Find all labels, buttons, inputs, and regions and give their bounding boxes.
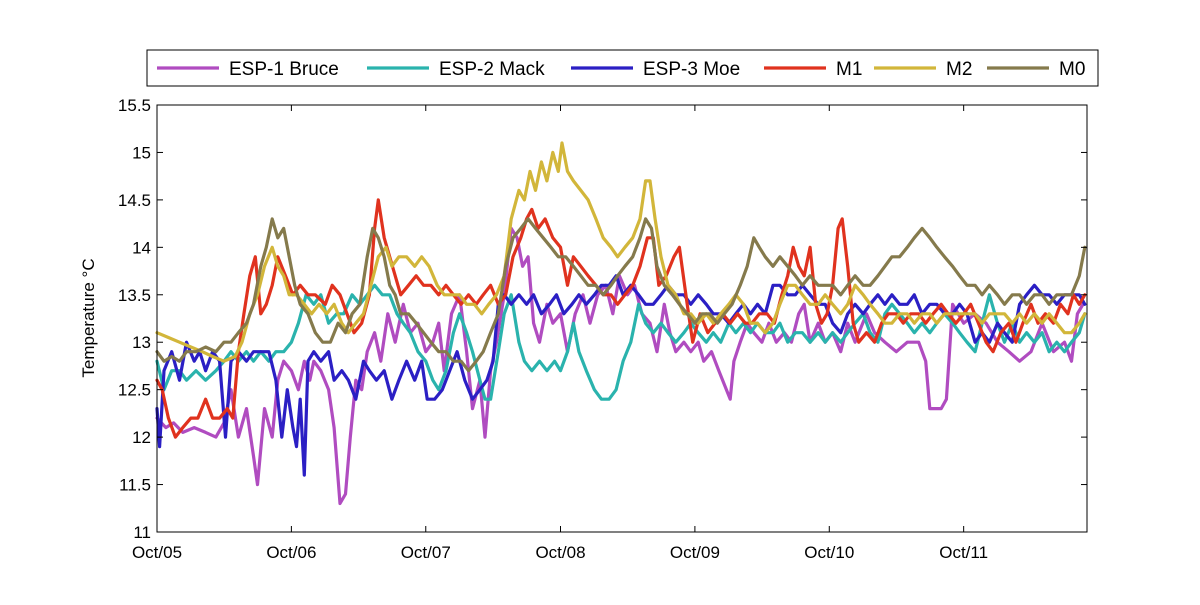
y-tick-label: 12 [132,428,151,447]
x-tick-label: Oct/09 [670,543,720,562]
series-line-m0 [155,217,1087,373]
x-tick-label: Oct/11 [939,543,988,562]
series-layer [155,141,1087,506]
x-tick-label: Oct/08 [535,543,585,562]
y-tick-label: 15.5 [118,96,151,115]
y-tick-label: 13 [132,333,151,352]
legend-label-esp-1-bruce: ESP-1 Bruce [229,59,339,80]
x-tick-label: Oct/07 [401,543,451,562]
series-line-esp-1-bruce [155,226,1085,506]
y-tick-label: 12.5 [118,381,151,400]
legend-label-esp-3-moe: ESP-3 Moe [643,59,740,80]
x-tick-label: Oct/06 [266,543,316,562]
series-line-esp-2-mack [155,283,1087,401]
y-tick-label: 15 [132,143,151,162]
legend-label-m2: M2 [946,59,972,80]
y-axis-title: Temperature °C [79,258,98,377]
legend-label-m1: M1 [836,59,862,80]
legend-label-esp-2-mack: ESP-2 Mack [439,59,545,80]
y-tick-label: 13.5 [118,286,151,305]
legend-items: ESP-1 Bruce ESP-2 Mack ESP-3 Moe M1 M2 M0 [157,59,1085,80]
legend: ESP-1 Bruce ESP-2 Mack ESP-3 Moe M1 M2 M0 [146,49,1099,87]
y-tick-label: 11.5 [119,476,151,495]
y-tick-label: 11 [133,523,151,542]
axes-box [156,104,1088,533]
y-tick-label: 14.5 [118,191,151,210]
x-tick-label: Oct/05 [132,543,182,562]
y-axis: 11 11.5 12 12.5 13 13.5 14 14.5 15 15.5 [118,96,1087,542]
y-tick-label: 14 [132,238,151,257]
legend-label-m0: M0 [1059,59,1085,80]
series-line-m1 [155,198,1087,439]
x-tick-label: Oct/10 [804,543,854,562]
series-line-m2 [155,141,1087,363]
x-axis: Oct/05 Oct/06 Oct/07 Oct/08 Oct/09 Oct/10 Oct/… [132,105,988,562]
